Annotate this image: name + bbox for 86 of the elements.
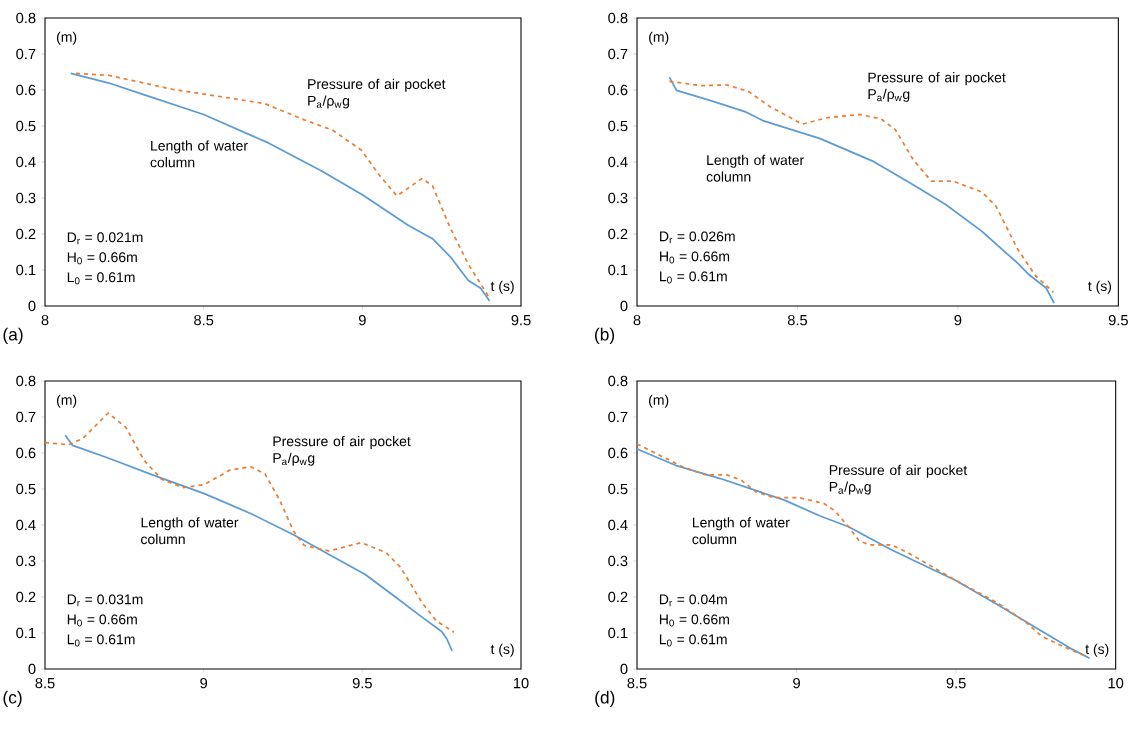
y-axis-title: (m) [649, 394, 669, 408]
y-tick-label: 0.1 [608, 627, 628, 639]
y-tick-label: 0.4 [608, 156, 628, 168]
x-axis-title: t (s) [490, 643, 514, 657]
series-label: Pressure of air pocket P$_{a}$/ρ$_{w}$g [868, 72, 1006, 102]
text: (c) [3, 690, 22, 707]
text: (b) [595, 327, 615, 345]
y-tick-label: 0.2 [608, 228, 628, 240]
y-tick-label: 0.5 [608, 483, 628, 495]
y-tick-label: 0 [620, 300, 628, 312]
y-tick-label: 0.8 [608, 12, 628, 24]
series-label: Pressure of air pocket P$_{a}$/ρ$_{w}$g [273, 435, 411, 466]
annotation: H$_{0}$ = 0.66m [67, 614, 137, 627]
y-tick-label: 0.4 [608, 519, 628, 531]
y-axis-title: (m) [56, 31, 77, 45]
y-tick-label: 0.4 [16, 519, 36, 531]
y-tick-label: 0.3 [16, 555, 36, 567]
x-tick-label: 9 [954, 314, 962, 326]
y-tick-label: 0.7 [608, 48, 628, 60]
y-tick-label: 0.2 [16, 228, 36, 240]
x-tick-label: 10 [513, 677, 529, 689]
y-tick-label: 0.3 [16, 192, 36, 204]
y-tick-label: 0.3 [608, 192, 628, 204]
annotation: H$_{0}$ = 0.66m [659, 614, 729, 627]
x-tick-label: 9 [358, 314, 366, 326]
x-tick-label: 8 [41, 314, 49, 326]
annotation: D$_{r}$ = 0.021m [67, 232, 143, 245]
y-tick-label: 0 [28, 300, 36, 312]
x-tick-label: 8.5 [627, 677, 647, 689]
x-tick-label: 9.5 [1108, 314, 1128, 326]
x-tick-label: 8.5 [787, 314, 808, 326]
x-axis-title: t (s) [1088, 280, 1112, 294]
annotation: D$_{r}$ = 0.04m [659, 594, 727, 607]
annotation: D$_{r}$ = 0.026m [660, 231, 735, 244]
annotation: D$_{r}$ = 0.031m [67, 594, 143, 607]
x-axis-title: t (s) [1085, 643, 1109, 657]
annotation: H$_{0}$ = 0.66m [660, 251, 730, 264]
series-label: Pressure of air pocket P$_{a}$/ρ$_{w}$g [308, 78, 446, 109]
y-tick-label: 0 [28, 663, 36, 675]
series-label: Length of water column [141, 517, 239, 545]
y-tick-label: 0.1 [16, 627, 36, 639]
x-tick-label: 9.5 [352, 677, 372, 689]
x-tick-label: 10 [1108, 677, 1124, 689]
x-tick-label: 9.5 [511, 314, 531, 326]
x-tick-label: 8.5 [194, 314, 214, 326]
y-axis-title: (m) [649, 31, 669, 45]
y-tick-label: 0.6 [608, 84, 628, 96]
y-tick-label: 0.2 [16, 591, 36, 603]
x-tick-label: 8 [633, 314, 641, 326]
text: (a) [3, 327, 23, 345]
x-tick-label: 8.5 [35, 677, 55, 689]
line-series [64, 434, 454, 652]
y-tick-label: 0.3 [608, 555, 628, 567]
annotation: L$_{0}$ = 0.61m [659, 634, 727, 647]
y-tick-label: 0.5 [608, 120, 628, 132]
x-tick-label: 9.5 [946, 677, 966, 689]
y-tick-label: 0.4 [16, 156, 36, 168]
y-tick-label: 0.8 [16, 12, 36, 24]
series-label: Length of water column [692, 517, 790, 545]
series-label: Length of water column [706, 154, 804, 182]
line-series [44, 412, 455, 634]
annotation: H$_{0}$ = 0.66m [67, 252, 137, 265]
annotation: L$_{0}$ = 0.61m [660, 271, 727, 284]
series-label: Length of water column [150, 140, 248, 168]
x-tick-label: 9 [200, 677, 208, 689]
y-tick-label: 0.6 [608, 447, 628, 459]
y-tick-label: 0.8 [16, 375, 36, 387]
y-tick-label: 0 [620, 663, 628, 675]
y-tick-label: 0.6 [16, 84, 36, 96]
x-axis-title: t (s) [490, 280, 514, 294]
y-axis-title: (m) [56, 394, 77, 408]
y-tick-label: 0.7 [16, 411, 36, 423]
y-tick-label: 0.2 [608, 591, 628, 603]
series-label: Pressure of air pocket P$_{a}$/ρ$_{w}$g [829, 464, 968, 495]
y-tick-label: 0.8 [608, 375, 628, 387]
annotation: L$_{0}$ = 0.61m [67, 634, 135, 647]
text: (d) [595, 690, 615, 707]
y-tick-label: 0.1 [16, 264, 36, 276]
y-tick-label: 0.6 [16, 447, 36, 459]
y-tick-label: 0.7 [16, 48, 36, 60]
y-tick-label: 0.1 [608, 264, 628, 276]
x-tick-label: 9 [793, 677, 800, 689]
y-tick-label: 0.5 [16, 120, 36, 132]
annotation: L$_{0}$ = 0.61m [67, 272, 135, 285]
y-tick-label: 0.7 [608, 411, 628, 423]
y-tick-label: 0.5 [16, 483, 36, 495]
